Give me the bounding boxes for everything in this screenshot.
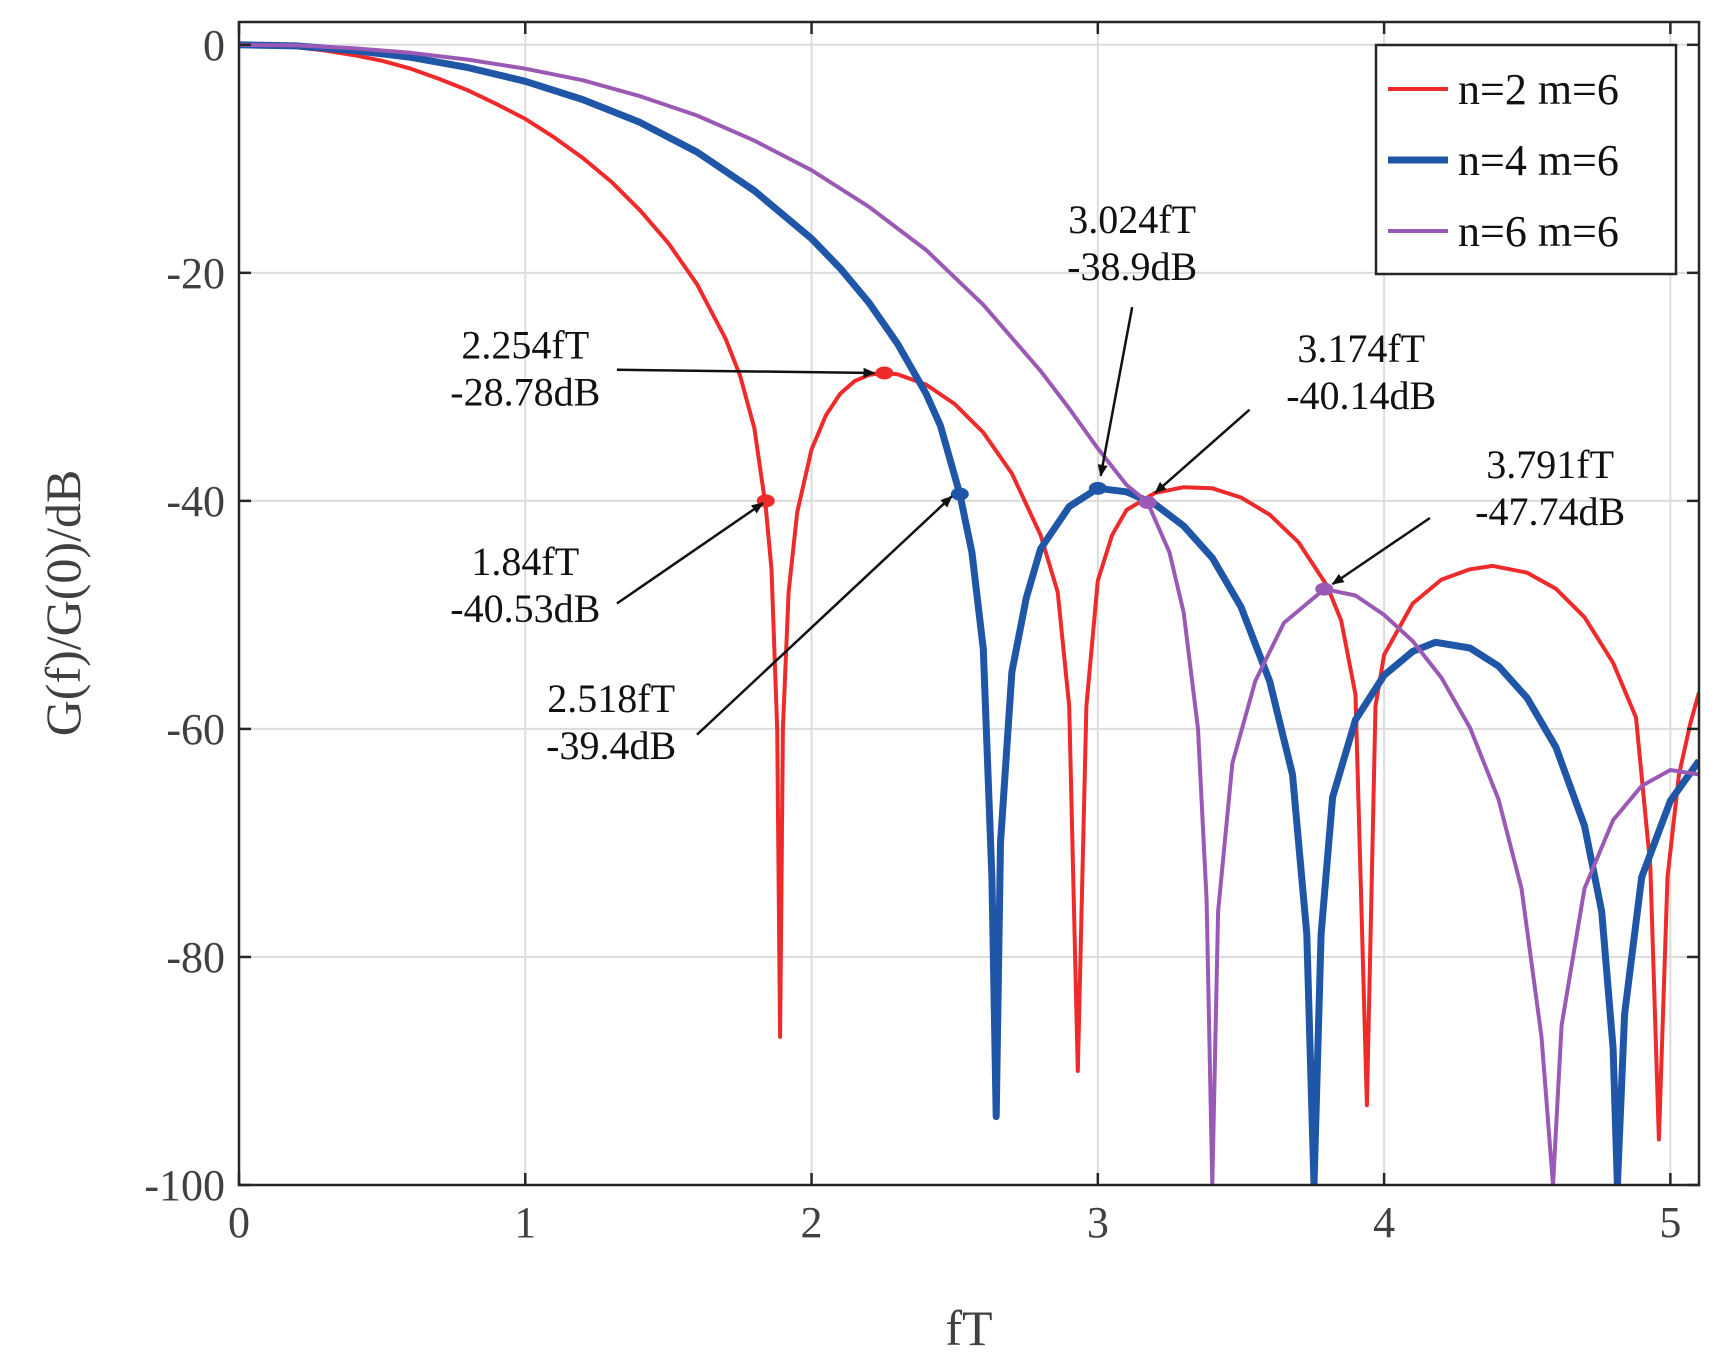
- axis-ticks: 0 1 2 3 4 5 0 -20 -40 -60 -80 -100: [144, 21, 1699, 1247]
- series-line-1: [239, 42, 1699, 1142]
- annotation-label: 2.518fT: [547, 676, 675, 721]
- x-axis-title: fT: [945, 1300, 992, 1356]
- x-tick-label: 3: [1087, 1198, 1109, 1247]
- annotations: 2.254fT-28.78dB 1.84fT-40.53dB 2.518fT-39.…: [450, 197, 1625, 768]
- legend-label-3: n=6 m=6: [1458, 207, 1619, 256]
- annotation-label: -38.9dB: [1067, 244, 1197, 289]
- y-tick-label: 0: [203, 21, 225, 70]
- x-tick-label: 1: [514, 1198, 536, 1247]
- annotation-arrow: [616, 367, 876, 378]
- y-tick-label: -20: [166, 249, 225, 298]
- grid-lines: [239, 22, 1699, 1185]
- y-tick-label: -80: [166, 933, 225, 982]
- annotation-arrow: [696, 495, 953, 736]
- series-lines: [239, 41, 1699, 1185]
- data-point-marker: [1138, 495, 1157, 509]
- annotation-arrow: [1331, 516, 1431, 586]
- legend: n=2 m=6 n=4 m=6 n=6 m=6: [1374, 43, 1678, 276]
- data-point-marker: [1088, 481, 1107, 495]
- annotation-label: 3.024fT: [1068, 197, 1196, 242]
- y-tick-label: -100: [144, 1161, 225, 1210]
- annotation-label: 3.174fT: [1297, 326, 1425, 371]
- annotation-label: -28.78dB: [450, 369, 600, 414]
- y-tick-label: -40: [166, 477, 225, 526]
- x-tick-label: 0: [228, 1198, 250, 1247]
- annotation-label: 3.791fT: [1486, 442, 1614, 487]
- x-tick-label: 5: [1659, 1198, 1681, 1247]
- data-markers: [756, 366, 1334, 596]
- annotation-label: -39.4dB: [546, 723, 676, 768]
- x-tick-label: 2: [801, 1198, 823, 1247]
- data-point-marker: [1315, 582, 1334, 596]
- series-line-3: [239, 42, 1699, 1185]
- legend-label-2: n=4 m=6: [1458, 136, 1619, 185]
- legend-label-1: n=2 m=6: [1458, 65, 1619, 114]
- annotation-label: -40.53dB: [450, 586, 600, 631]
- annotation-label: -40.14dB: [1286, 373, 1436, 418]
- x-tick-label: 4: [1373, 1198, 1395, 1247]
- y-axis-title: G(f)/G(0)/dB: [35, 470, 91, 737]
- plot-frame: [237, 20, 1701, 1187]
- annotation-label: 2.254fT: [461, 322, 589, 367]
- annotation-arrow: [1154, 408, 1251, 494]
- annotation-label: 1.84fT: [471, 539, 579, 584]
- annotation-arrow: [1097, 306, 1134, 477]
- y-tick-label: -60: [166, 705, 225, 754]
- annotation-arrow: [616, 502, 764, 605]
- data-point-marker: [950, 487, 969, 501]
- annotation-label: -47.74dB: [1475, 489, 1625, 534]
- series-line-2: [239, 41, 1699, 1185]
- data-point-marker: [875, 366, 894, 380]
